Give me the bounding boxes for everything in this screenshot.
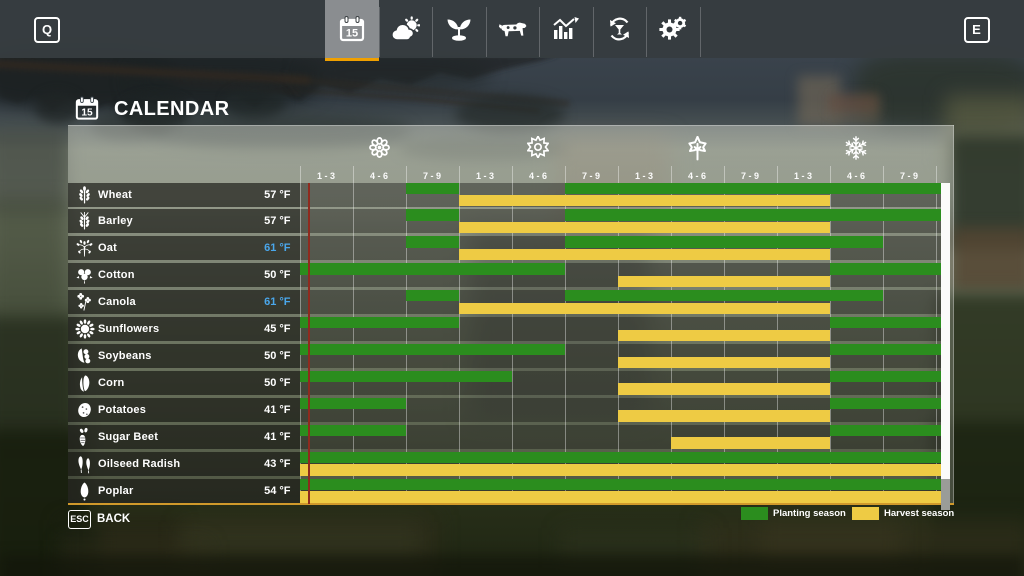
- svg-text:15: 15: [346, 27, 358, 39]
- svg-text:15: 15: [81, 107, 93, 118]
